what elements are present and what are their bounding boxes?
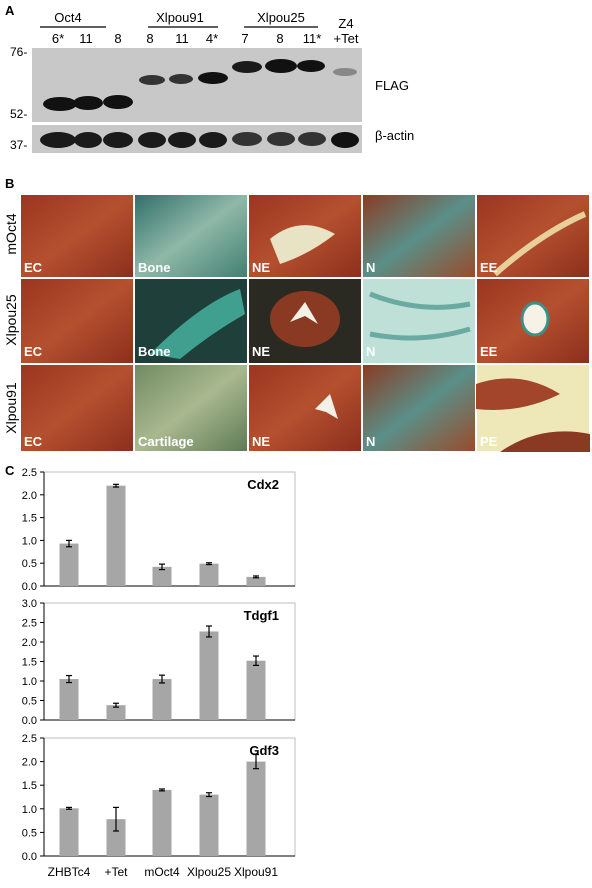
tile-label: NE	[252, 344, 270, 359]
tile-label: EC	[24, 434, 43, 449]
tile-label: NE	[252, 260, 270, 275]
lane-label: 11	[175, 31, 189, 46]
tile-label: Bone	[138, 260, 171, 275]
band-label-actin: β-actin	[375, 128, 414, 143]
lane-label: 8	[114, 31, 121, 46]
row-label-xlpou25: Xlpou25	[3, 294, 19, 346]
tile-label: PE	[480, 434, 498, 449]
tile-label: Cartilage	[138, 434, 194, 449]
y-tick-label: 0.0	[22, 715, 37, 727]
y-tick-label: 1.5	[22, 657, 37, 669]
y-tick-label: 1.5	[22, 513, 37, 525]
control-label-z4: Z4	[338, 16, 353, 31]
panel-label-b: B	[5, 176, 15, 191]
bar	[246, 576, 266, 586]
row-label-xlpou91: Xlpou91	[3, 382, 19, 434]
bar	[152, 789, 172, 856]
lane-label: 11	[79, 31, 93, 46]
x-tick-label: +Tet	[104, 865, 128, 879]
band-label-flag: FLAG	[375, 78, 409, 93]
group-label-oct4: Oct4	[54, 10, 81, 25]
bar	[59, 808, 79, 856]
tile-label: N	[366, 260, 375, 275]
bar	[106, 819, 126, 856]
lane-label: 6*	[52, 31, 64, 46]
chart-title: Gdf3	[249, 743, 279, 758]
western-blot: Oct4 Xlpou91 Xlpou25 6* 11 8 8 11 4* 7 8…	[10, 10, 414, 153]
tile-label: EE	[480, 344, 498, 359]
y-tick-label: 2.0	[22, 757, 37, 769]
tile-label: N	[366, 434, 375, 449]
histology-grid: mOct4 Xlpou25 Xlpou91 EC Bone NE N EE EC…	[3, 194, 591, 453]
tile-xlpou91-cartilage	[133, 363, 249, 453]
panel-label-a: A	[5, 3, 15, 18]
y-tick-label: 0.5	[22, 827, 37, 839]
bar	[59, 679, 79, 720]
y-tick-label: 0.5	[22, 558, 37, 570]
bar	[59, 543, 79, 586]
qpcr-charts: 0.0 0.5 1.0 1.5 2.0 2.5 Cdx2 0.0 0.5 1.0 1.5 2.0 2.5…	[22, 467, 296, 879]
x-tick-label: Xlpou25	[187, 865, 231, 879]
tile-label: EE	[480, 260, 498, 275]
bar	[199, 794, 219, 856]
tile-moct4-n	[361, 194, 477, 279]
lane-label: 4*	[206, 31, 218, 46]
y-tick-label: 2.5	[22, 618, 37, 630]
tile-label: N	[366, 344, 375, 359]
group-label-xlpou91: Xlpou91	[156, 10, 204, 25]
bar	[152, 679, 172, 720]
bar	[246, 660, 266, 720]
marker-76: 76-	[10, 45, 27, 59]
y-tick-label: 0.0	[22, 581, 37, 593]
y-tick-label: 2.0	[22, 637, 37, 649]
tile-label: Bone	[138, 344, 171, 359]
tile-moct4-ee	[475, 194, 591, 279]
marker-37: 37-	[10, 138, 27, 152]
group-label-xlpou25: Xlpou25	[257, 10, 305, 25]
chart-title: Cdx2	[247, 477, 279, 492]
y-tick-label: 0.5	[22, 696, 37, 708]
y-tick-label: 1.0	[22, 676, 37, 688]
y-tick-label: 1.0	[22, 804, 37, 816]
bar	[246, 761, 266, 856]
row-label-moct4: mOct4	[3, 213, 19, 254]
lane-label: 11*	[303, 31, 322, 46]
tile-xlpou25-n	[361, 277, 477, 365]
y-tick-label: 0.0	[22, 851, 37, 863]
tile-xlpou25-ec	[19, 277, 135, 365]
y-tick-label: 2.5	[22, 467, 37, 479]
tile-xlpou91-ec	[19, 363, 135, 453]
marker-52: 52-	[10, 107, 27, 121]
x-tick-label: mOct4	[144, 865, 180, 879]
control-label-tet: +Tet	[334, 31, 359, 46]
lane-label: 7	[241, 31, 248, 46]
tile-label: EC	[24, 344, 43, 359]
y-tick-label: 2.0	[22, 490, 37, 502]
y-tick-label: 1.5	[22, 780, 37, 792]
y-tick-label: 3.0	[22, 598, 37, 610]
bar	[106, 485, 126, 586]
bar	[106, 705, 126, 720]
bar	[199, 563, 219, 586]
panel-label-c: C	[5, 463, 15, 478]
y-tick-label: 2.5	[22, 733, 37, 745]
bar	[152, 566, 172, 586]
lane-label: 8	[146, 31, 153, 46]
tile-xlpou91-n	[361, 363, 477, 453]
x-tick-label: ZHBTc4	[48, 865, 91, 879]
bar	[199, 631, 219, 720]
tile-moct4-bone	[133, 194, 249, 279]
flag-blot	[32, 48, 362, 122]
tile-label: EC	[24, 260, 43, 275]
y-tick-label: 1.0	[22, 535, 37, 547]
chart-title: Tdgf1	[244, 608, 279, 623]
lane-label: 8	[276, 31, 283, 46]
tile-label: NE	[252, 434, 270, 449]
x-tick-label: Xlpou91	[234, 865, 278, 879]
